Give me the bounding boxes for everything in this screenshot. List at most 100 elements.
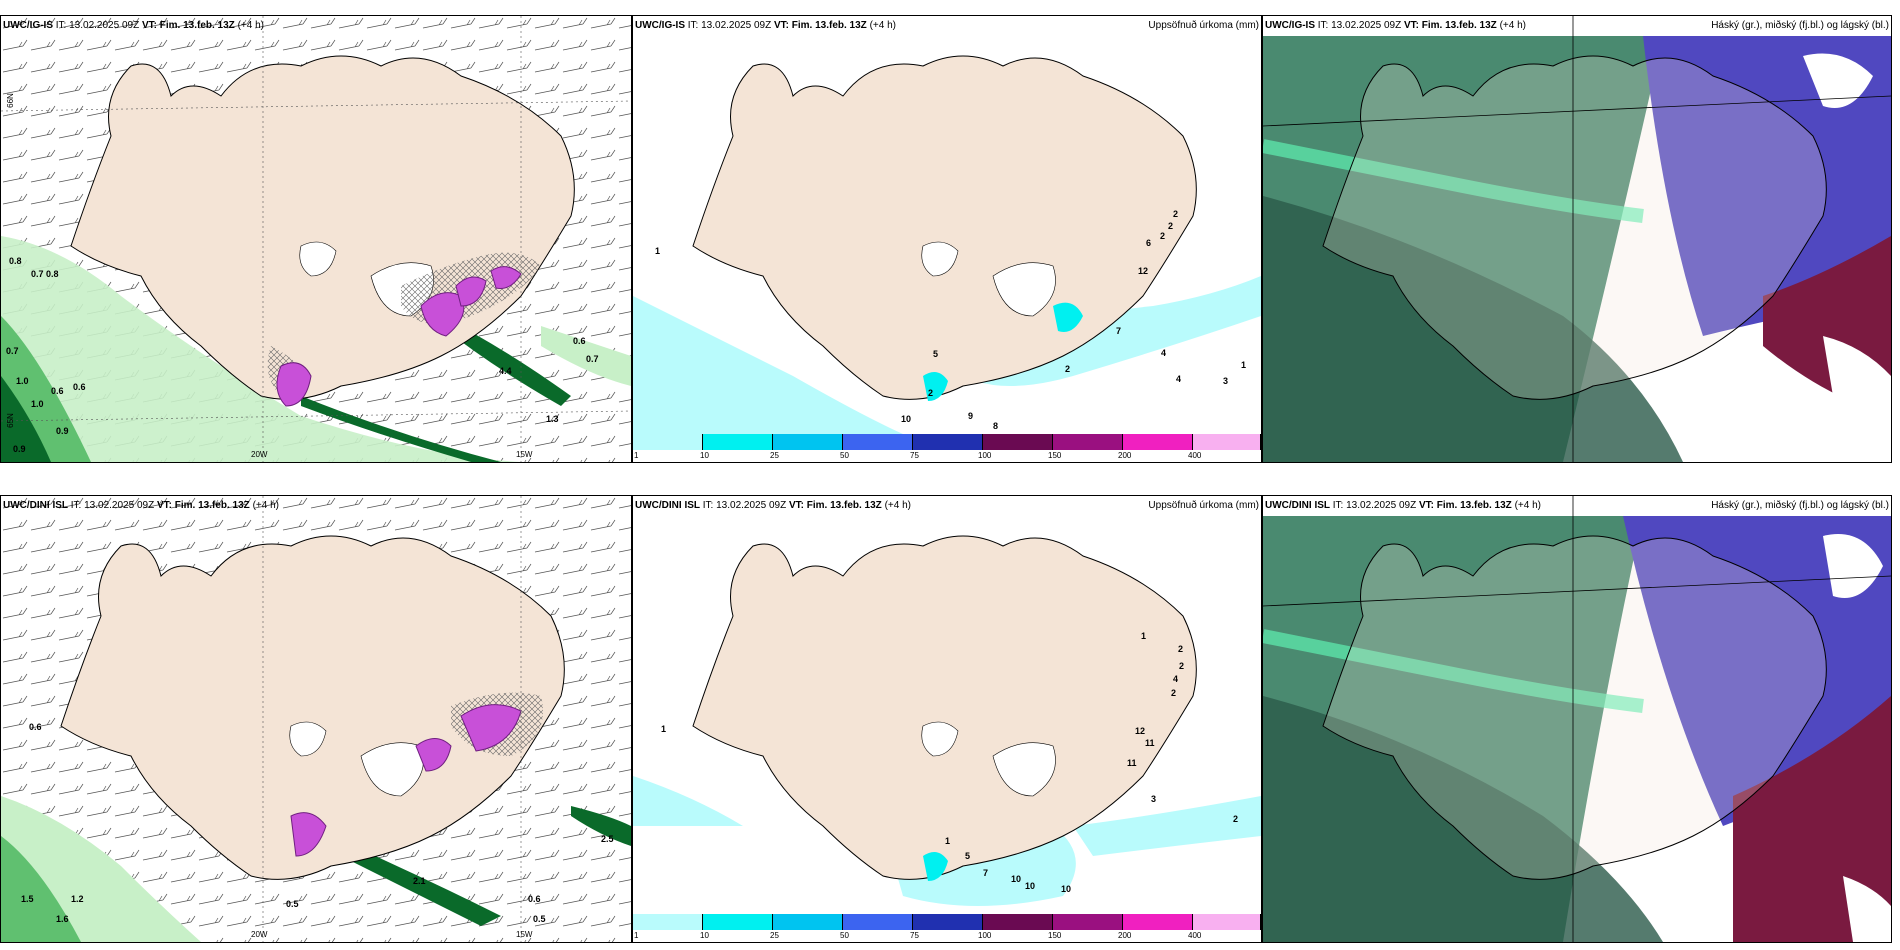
colorbar-segment bbox=[703, 434, 773, 450]
value-label: 0.7 bbox=[31, 269, 44, 279]
colorbar-segment bbox=[843, 914, 913, 930]
colorbar-segment bbox=[843, 434, 913, 450]
panel-title: UWC/IG-IS IT: 13.02.2025 09Z VT: Fim. 13… bbox=[635, 20, 896, 31]
iceland-landmass bbox=[692, 535, 1197, 880]
value-label: 0.6 bbox=[29, 722, 42, 732]
value-label: 2 bbox=[1179, 661, 1185, 671]
value-label: 3 bbox=[1223, 376, 1229, 386]
precip-light-area bbox=[1, 236, 521, 462]
precip-shade-se bbox=[1073, 796, 1261, 856]
precip-cyan-2 bbox=[1053, 302, 1083, 332]
panel-title: UWC/DINI ISL IT: 13.02.2025 09Z VT: Fim.… bbox=[1265, 500, 1541, 511]
precip-cyan bbox=[923, 372, 948, 401]
map-canvas bbox=[1263, 496, 1891, 942]
snow-area-2 bbox=[455, 276, 487, 307]
value-label: 2 bbox=[1168, 221, 1174, 231]
value-label: 1 bbox=[1141, 631, 1147, 641]
precip-moderate-area bbox=[1, 836, 81, 942]
lat-tick-66n: 66N bbox=[5, 93, 15, 108]
value-label: 2 bbox=[1171, 688, 1177, 698]
panel-title: UWC/IG-IS IT: 13.02.2025 09Z VT: Fim. 13… bbox=[3, 20, 264, 31]
colorbar-segment bbox=[1053, 434, 1123, 450]
map-canvas bbox=[1, 16, 631, 462]
value-label: 4 bbox=[1161, 348, 1167, 358]
colorbar-label: 10 bbox=[700, 451, 709, 460]
value-label: 2 bbox=[1233, 814, 1239, 824]
clear-patch bbox=[1823, 336, 1891, 436]
value-label: 5 bbox=[933, 349, 939, 359]
map-canvas bbox=[633, 55, 1261, 434]
value-label: 0.9 bbox=[56, 426, 69, 436]
lon-tick-20w: 20W bbox=[251, 930, 268, 939]
cloud-layer-dense bbox=[1263, 196, 1683, 462]
colorbar-segment bbox=[1053, 914, 1123, 930]
value-label: 2.1 bbox=[413, 876, 426, 886]
panel-field-title: Háský (gr.), miðský (fj.bl.) og lágský (… bbox=[1711, 500, 1889, 511]
colorbar-segment bbox=[983, 434, 1053, 450]
map-panel-dini-precip: UWC/DINI ISL IT: 13.02.2025 09Z VT: Fim.… bbox=[632, 495, 1262, 943]
grid-line bbox=[1263, 575, 1891, 607]
map-panel-dini-clouds: UWC/DINI ISL IT: 13.02.2025 09Z VT: Fim.… bbox=[1262, 495, 1892, 943]
value-label: 11 bbox=[1145, 738, 1155, 748]
map-canvas bbox=[1263, 16, 1891, 462]
precip-light-east bbox=[541, 326, 631, 386]
snow-area-4 bbox=[276, 362, 312, 407]
value-label: 1 bbox=[655, 246, 661, 256]
colorbar-label: 10 bbox=[700, 931, 709, 940]
value-label: 1.0 bbox=[16, 376, 29, 386]
precip-band-2 bbox=[571, 806, 631, 846]
iceland-landmass bbox=[60, 535, 565, 880]
value-label: 4 bbox=[1173, 674, 1179, 684]
value-label: 1.2 bbox=[71, 894, 84, 904]
value-label: 2.5 bbox=[601, 834, 614, 844]
colorbar-segment bbox=[1123, 914, 1193, 930]
grid-line bbox=[1263, 95, 1891, 127]
panel-field-title: Háský (gr.), miðský (fj.bl.) og lágský (… bbox=[1711, 20, 1889, 31]
value-label: 3 bbox=[1151, 794, 1157, 804]
colorbar-label: 50 bbox=[840, 451, 849, 460]
iceland-coastline bbox=[1322, 55, 1827, 400]
glacier-langjokull bbox=[921, 721, 959, 757]
value-label: 7 bbox=[1116, 326, 1122, 336]
value-label: 0.7 bbox=[6, 346, 19, 356]
value-label: 12 bbox=[1135, 726, 1146, 736]
value-label: 7 bbox=[983, 868, 989, 878]
value-label: 2 bbox=[1065, 364, 1071, 374]
value-label: 2 bbox=[1173, 209, 1179, 219]
iceland-coastline bbox=[1322, 535, 1827, 880]
colorbar-segment bbox=[1193, 434, 1261, 450]
snow-area-3 bbox=[490, 266, 522, 289]
colorbar-label: 75 bbox=[910, 451, 919, 460]
panel-field-title: Uppsöfnuð úrkoma (mm) bbox=[1148, 20, 1259, 31]
colorbar-segment bbox=[913, 914, 983, 930]
value-label: 0.7 bbox=[586, 354, 599, 364]
value-label: 0.8 bbox=[46, 269, 59, 279]
value-label: 10 bbox=[901, 414, 912, 424]
glacier-vatnajokull bbox=[992, 262, 1056, 317]
colorbar-label: 25 bbox=[770, 451, 779, 460]
value-label: 8 bbox=[993, 421, 999, 431]
value-label: 12 bbox=[1138, 266, 1149, 276]
map-canvas bbox=[1, 496, 631, 942]
colorbar-segment bbox=[633, 914, 703, 930]
cloud-layer-dense bbox=[1263, 696, 1663, 942]
snow-area bbox=[420, 292, 465, 337]
colorbar: 1 10 25 50 75 100 150 200 400 bbox=[633, 434, 1261, 462]
colorbar-label: 75 bbox=[910, 931, 919, 940]
value-label: 4.4 bbox=[499, 366, 512, 376]
colorbar-segment bbox=[633, 434, 703, 450]
value-label: 0.6 bbox=[528, 894, 541, 904]
panel-title: UWC/IG-IS IT: 13.02.2025 09Z VT: Fim. 13… bbox=[1265, 20, 1526, 31]
panel-title: UWC/DINI ISL IT: 13.02.2025 09Z VT: Fim.… bbox=[635, 500, 911, 511]
colorbar-segment bbox=[773, 914, 843, 930]
colorbar-label: 400 bbox=[1188, 931, 1202, 940]
parallel-66n bbox=[1, 100, 631, 112]
clear-patch bbox=[1803, 53, 1873, 108]
colorbar-label: 1 bbox=[634, 931, 639, 940]
value-label: 0.8 bbox=[9, 256, 22, 266]
mid-cloud-area bbox=[1643, 36, 1891, 336]
colorbar-label: 100 bbox=[978, 451, 992, 460]
colorbar-label: 150 bbox=[1048, 451, 1062, 460]
cloud-edge bbox=[1263, 139, 1644, 223]
colorbar-label: 25 bbox=[770, 931, 779, 940]
